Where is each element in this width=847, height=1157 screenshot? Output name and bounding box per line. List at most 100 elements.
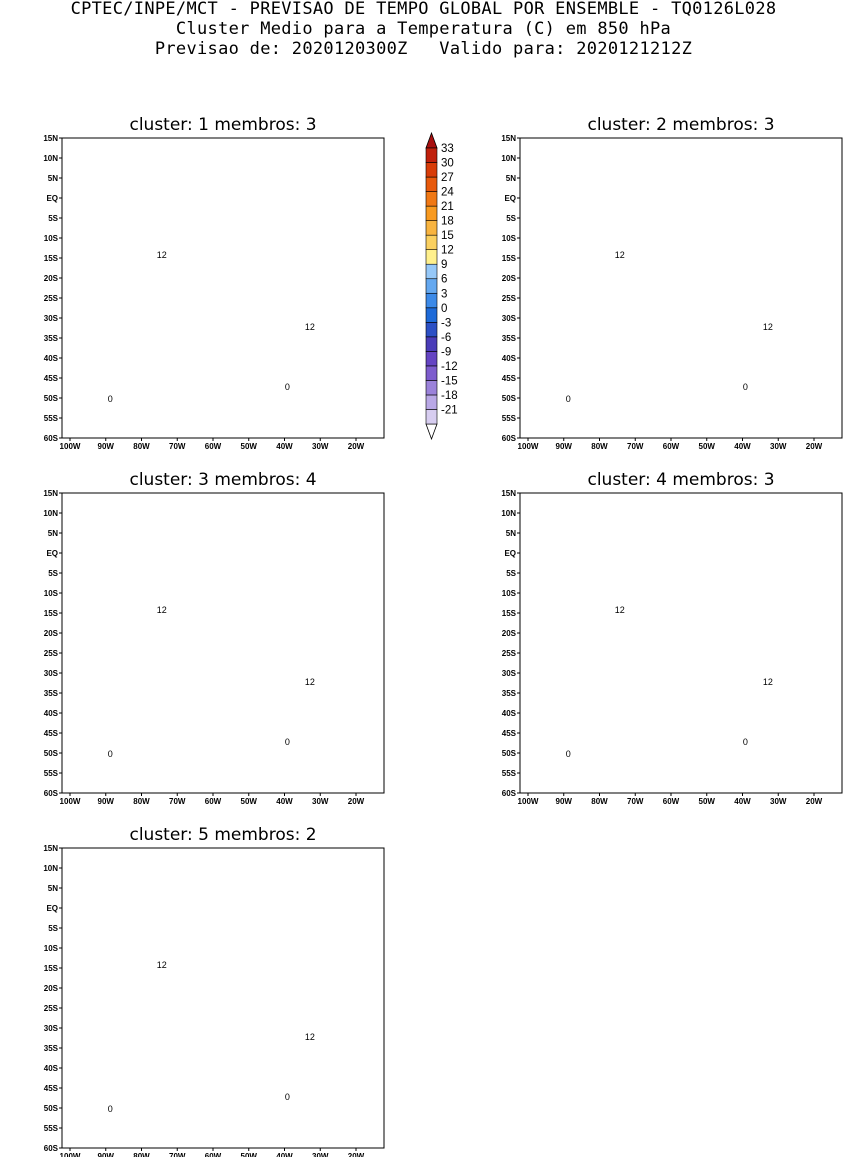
contour-label-5-c12a: 12 — [157, 960, 167, 970]
colorbar-box-2 — [425, 394, 438, 410]
field-band-2-9 — [608, 206, 725, 325]
field-band-1-10 — [208, 263, 250, 306]
colorbar-label-8: 9 — [441, 259, 447, 271]
contour-line-2-1 — [520, 246, 842, 360]
contour-label-bg-5-c0a — [103, 1103, 118, 1114]
lat-tick-1-5: 10S — [44, 234, 59, 243]
field-band-1-2 — [62, 138, 384, 310]
contour-label-1-c12b: 12 — [305, 322, 315, 332]
colorbar-box-9 — [425, 292, 438, 309]
lat-tick-1-6: 15S — [44, 254, 59, 263]
lat-tick-2-9: 30S — [502, 314, 517, 323]
field-band-2-2 — [520, 138, 842, 310]
lon-tick-3-7: 30W — [312, 797, 329, 806]
lat-tick-1-4: 5S — [48, 214, 58, 223]
lat-tick-2-10: 35S — [502, 334, 517, 343]
panel-title-5: cluster: 5 membros: 2 — [129, 825, 316, 845]
lat-tick-4-5: 10S — [502, 589, 517, 598]
map-frame-2 — [519, 137, 843, 439]
colorbar-box-19 — [425, 147, 438, 163]
contour-label-bg-1-c12a — [154, 249, 169, 260]
lat-tick-4-9: 30S — [502, 669, 517, 678]
field-band-4-7 — [520, 727, 842, 793]
field-band-4-10 — [666, 621, 708, 661]
lat-tick-4-4: 5S — [506, 569, 516, 578]
lat-tick-4-7: 20S — [502, 629, 517, 638]
lat-tick-1-2: 5N — [48, 174, 58, 183]
lat-tick-2-0: 15N — [501, 134, 516, 143]
lat-tick-5-5: 10S — [44, 944, 59, 953]
contour-label-bg-5-c12b — [302, 1031, 317, 1042]
panel-title-3: cluster: 3 membros: 4 — [129, 470, 316, 490]
lon-tick-2-8: 20W — [806, 442, 823, 451]
lat-tick-3-11: 40S — [44, 709, 59, 718]
lat-tick-3-1: 10N — [43, 509, 58, 518]
field-band-5-4 — [62, 985, 384, 1148]
colorbar-box-15 — [425, 205, 438, 221]
field-band-5-3 — [165, 979, 384, 1079]
field-band-5-7 — [62, 1084, 384, 1148]
lat-tick-1-3: EQ — [46, 194, 58, 203]
lat-tick-3-12: 45S — [44, 729, 59, 738]
lon-tick-5-6: 40W — [276, 1152, 293, 1157]
field-band-3-9 — [150, 561, 267, 680]
lat-tick-1-11: 40S — [44, 354, 59, 363]
lat-tick-1-12: 45S — [44, 374, 59, 383]
contour-label-5-c12b: 12 — [305, 1032, 315, 1042]
map-panel-2: cluster: 2 membros: 3 12 12 0 0 15N 10N 5N EQ 5S 1… — [501, 115, 843, 451]
lon-tick-2-0: 100W — [518, 442, 539, 451]
contour-label-4-c12a: 12 — [615, 605, 625, 615]
colorbar-label-7: 12 — [441, 245, 454, 257]
colorbar-label-9: 6 — [441, 274, 447, 286]
panel-title-1: cluster: 1 membros: 3 — [129, 115, 316, 135]
contour-label-bg-5-c0b — [280, 1091, 295, 1102]
field-band-5-6 — [62, 1049, 384, 1148]
contour-line-4-1 — [520, 613, 842, 715]
contour-label-1-c12a: 12 — [157, 250, 167, 260]
contour-label-3-c0b: 0 — [285, 737, 290, 747]
lon-tick-2-1: 90W — [556, 442, 573, 451]
colorbar-label-14: -9 — [441, 346, 451, 358]
field-band-2-5 — [520, 298, 842, 438]
field-band-1-9 — [150, 206, 267, 325]
map-panel-4: cluster: 4 membros: 3 12 12 0 0 15N 10N 5N EQ 5S 1… — [501, 470, 843, 806]
lon-tick-4-5: 50W — [699, 797, 716, 806]
lat-tick-1-1: 10N — [43, 154, 58, 163]
lon-tick-3-6: 40W — [276, 797, 293, 806]
field-band-4-5 — [520, 659, 842, 793]
lon-tick-5-1: 90W — [98, 1152, 115, 1157]
colorbar-label-10: 3 — [441, 288, 447, 300]
lon-tick-4-1: 90W — [556, 797, 573, 806]
colorbar-box-17 — [425, 176, 438, 192]
lon-tick-3-2: 80W — [133, 797, 150, 806]
lat-tick-1-15: 60S — [44, 434, 59, 443]
lon-tick-5-2: 80W — [133, 1152, 150, 1157]
lon-tick-3-0: 100W — [60, 797, 81, 806]
field-band-3-5 — [62, 656, 384, 793]
colorbar-label-13: -6 — [441, 332, 451, 344]
colorbar-label-17: -18 — [441, 390, 458, 402]
field-band-4-3 — [623, 620, 842, 724]
lon-tick-1-5: 50W — [241, 442, 258, 451]
lat-tick-3-7: 20S — [44, 629, 59, 638]
lat-tick-5-1: 10N — [43, 864, 58, 873]
colorbar-label-6: 15 — [441, 230, 454, 242]
continent-outline-3 — [142, 527, 282, 763]
field-band-3-6 — [62, 688, 384, 793]
continent-outline-5 — [142, 882, 282, 1118]
lat-tick-2-12: 45S — [502, 374, 517, 383]
map-frame-5 — [61, 847, 385, 1149]
lon-tick-1-2: 80W — [133, 442, 150, 451]
contour-label-bg-2-c12b — [760, 321, 775, 332]
lat-tick-5-6: 15S — [44, 964, 59, 973]
contour-line-5-1 — [62, 968, 384, 1070]
lon-tick-2-6: 40W — [734, 442, 751, 451]
lat-tick-4-3: EQ — [504, 549, 516, 558]
lon-tick-1-3: 70W — [169, 442, 186, 451]
colorbar-box-11 — [425, 263, 438, 280]
field-band-2-8 — [617, 408, 842, 438]
lat-tick-2-5: 10S — [502, 234, 517, 243]
lat-tick-4-2: 5N — [506, 529, 516, 538]
field-band-2-1 — [520, 138, 842, 356]
